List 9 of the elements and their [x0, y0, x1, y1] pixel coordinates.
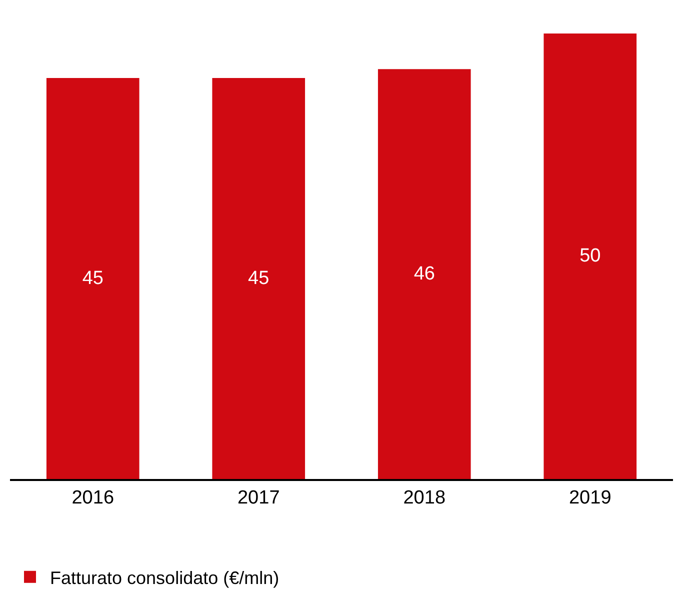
data-label: 45	[248, 268, 270, 290]
data-label: 45	[82, 268, 104, 290]
x-tick-label: 2018	[403, 488, 446, 509]
x-tick-label: 2016	[72, 488, 114, 509]
data-label: 46	[414, 264, 435, 285]
data-label: 50	[580, 246, 601, 267]
x-tick-label: 2017	[237, 488, 280, 509]
legend-label: Fatturato consolidato (€/mln)	[50, 568, 280, 588]
x-tick-label: 2019	[568, 488, 612, 509]
